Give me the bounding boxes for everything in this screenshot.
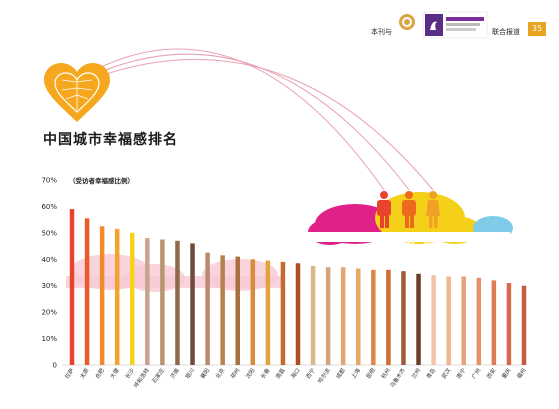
y-tick-label: 0	[53, 362, 57, 370]
x-tick-label: 襄阳	[198, 367, 211, 381]
bar	[386, 269, 391, 365]
x-tick-label: 石家庄	[150, 366, 166, 385]
x-tick-label: 沈阳	[244, 367, 257, 381]
arc-lines	[79, 48, 434, 191]
pink-cloud-band	[66, 254, 281, 292]
x-tick-label: 昆明	[365, 367, 377, 380]
x-tick-label: 青岛	[424, 366, 437, 380]
x-tick-label: 成都	[334, 366, 347, 380]
x-tick-label: 南昌	[274, 367, 287, 381]
bar	[99, 226, 105, 365]
bar	[205, 252, 210, 365]
x-tick-label: 大理	[108, 366, 121, 380]
bar	[190, 243, 195, 365]
x-tick-label: 合肥	[93, 366, 106, 380]
chart-title: 中国城市幸福感排名	[43, 132, 178, 148]
partner-logo-swan	[422, 11, 488, 39]
x-tick-label: 西安	[485, 366, 498, 380]
y-tick-label: 40%	[41, 256, 57, 264]
x-tick-label: 长沙	[123, 366, 136, 380]
bar	[265, 260, 271, 365]
partner-right-label: 联合报道	[492, 28, 520, 36]
bar	[491, 280, 497, 365]
heart-icon	[44, 63, 110, 122]
top-city-label: 合肥	[423, 239, 439, 249]
y-tick-label: 20%	[41, 309, 57, 317]
x-tick-label: 郑州	[229, 367, 242, 381]
bar	[295, 263, 301, 365]
x-tick-label: 西宁	[304, 366, 317, 380]
x-tick-label: 海口	[289, 367, 302, 381]
x-tick-label: 兰州	[409, 367, 422, 381]
x-tick-label: 呼和浩特	[132, 366, 151, 389]
x-tick-label: 拉萨	[63, 366, 76, 380]
bar	[356, 268, 361, 365]
x-tick-label: 重庆	[500, 366, 513, 380]
y-tick-label: 10%	[41, 335, 57, 343]
y-tick-label: 60%	[41, 203, 57, 211]
x-tick-label: 福州	[515, 367, 528, 381]
bar	[371, 269, 376, 365]
bar	[145, 238, 150, 365]
y-tick-label: 30%	[41, 282, 57, 290]
x-tick-label: 长春	[259, 366, 272, 380]
bar	[160, 239, 165, 365]
figure-taiyuan	[402, 191, 416, 228]
x-tick-label: 哈尔滨	[316, 366, 332, 385]
x-tick-label: 武汉	[439, 366, 452, 380]
bar	[84, 218, 90, 365]
bar	[506, 283, 512, 365]
bar	[220, 255, 225, 365]
bar	[340, 267, 346, 365]
top-city-label: 太原	[399, 239, 415, 249]
bar	[69, 209, 75, 365]
figure-hefei	[426, 191, 440, 228]
x-tick-label: 太原	[78, 366, 91, 380]
bar	[310, 265, 316, 365]
bar	[250, 259, 256, 365]
cloud-illustration	[305, 192, 513, 245]
bar	[446, 276, 451, 365]
top-city-label: 拉萨	[375, 239, 391, 249]
x-tick-label: 北京	[213, 366, 226, 380]
bar	[235, 256, 240, 365]
y-tick-label: 50%	[41, 229, 57, 237]
x-tick-label: 上海	[349, 366, 362, 380]
bar	[431, 275, 436, 365]
x-tick-label: 广州	[470, 367, 483, 381]
bar	[416, 273, 421, 365]
x-tick-label: 银川	[183, 367, 196, 381]
bars	[69, 209, 527, 365]
x-tick-label: 济南	[168, 366, 181, 380]
bar	[461, 276, 466, 365]
x-tick-label: 杭州	[379, 367, 392, 381]
bar	[521, 285, 527, 365]
partner-left-label: 本刊与	[371, 28, 392, 36]
partner-logo-gold	[399, 14, 415, 30]
bar	[325, 267, 331, 365]
y-axis-label: （受访者幸福感比例）	[69, 176, 134, 185]
x-tick-label: 乌鲁木齐	[388, 366, 407, 389]
bar	[130, 232, 135, 365]
bar	[401, 271, 406, 365]
bar	[280, 261, 286, 365]
x-tick-label: 南宁	[455, 366, 468, 380]
y-tick-label: 70%	[41, 177, 57, 185]
figure-lasa	[377, 191, 391, 228]
bar	[476, 277, 482, 365]
page-number: 35	[528, 22, 546, 36]
bar	[175, 240, 180, 365]
bar	[114, 228, 120, 365]
